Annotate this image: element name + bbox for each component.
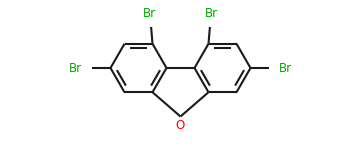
Text: Br: Br: [205, 7, 218, 20]
Text: O: O: [176, 120, 185, 132]
Text: Br: Br: [143, 7, 156, 20]
Text: Br: Br: [278, 61, 292, 75]
Text: Br: Br: [69, 61, 83, 75]
